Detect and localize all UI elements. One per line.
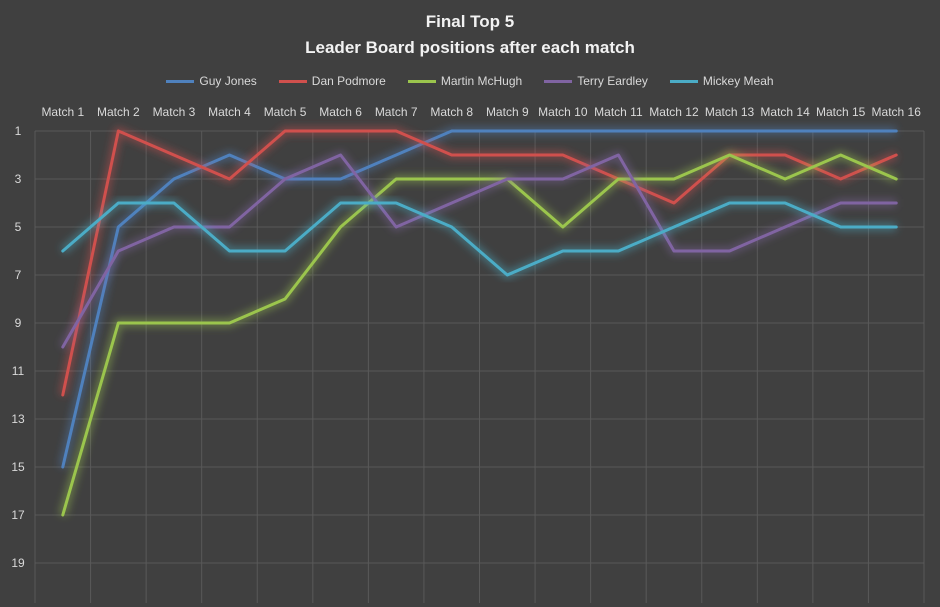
legend-swatch (669, 79, 698, 83)
x-tick-label: Match 6 (319, 105, 362, 119)
y-tick-label: 19 (11, 556, 25, 570)
y-tick-label: 13 (11, 412, 25, 426)
x-tick-label: Match 13 (705, 105, 755, 119)
x-tick-label: Match 14 (760, 105, 810, 119)
legend-swatch (407, 79, 436, 83)
legend-item: Dan Podmore (278, 74, 386, 88)
x-tick-label: Match 4 (208, 105, 251, 119)
y-tick-label: 11 (12, 364, 25, 378)
legend: Guy Jones Dan Podmore Martin McHugh Terry E… (0, 74, 940, 88)
x-tick-label: Match 12 (649, 105, 699, 119)
legend-item: Guy Jones (166, 74, 257, 88)
legend-swatch (166, 79, 195, 83)
x-tick-label: Match 11 (594, 105, 643, 119)
legend-label: Martin McHugh (440, 74, 523, 88)
y-tick-label: 17 (11, 508, 25, 522)
legend-label: Guy Jones (199, 74, 257, 88)
series-line-mickey-meah (61, 201, 898, 277)
x-tick-label: Match 3 (153, 105, 196, 119)
series-line-dan-podmore (61, 129, 898, 397)
x-tick-label: Match 10 (538, 105, 588, 119)
legend-swatch (544, 79, 573, 83)
x-tick-label: Match 2 (97, 105, 140, 119)
legend-label: Terry Eardley (577, 74, 648, 88)
y-tick-label: 9 (15, 316, 22, 330)
x-tick-label: Match 8 (430, 105, 473, 119)
y-tick-label: 3 (15, 172, 22, 186)
x-tick-label: Match 1 (41, 105, 84, 119)
y-tick-label: 5 (15, 220, 22, 234)
legend-label: Dan Podmore (311, 74, 386, 88)
legend-item: Mickey Meah (669, 74, 774, 88)
legend-item: Terry Eardley (544, 74, 648, 88)
chart-subtitle: Leader Board positions after each match (305, 38, 635, 57)
x-tick-label: Match 5 (264, 105, 307, 119)
y-tick-label: 1 (15, 124, 22, 138)
legend-swatch (278, 79, 307, 83)
legend-label: Mickey Meah (702, 74, 774, 88)
x-tick-label: Match 9 (486, 105, 529, 119)
series-line-martin-mchugh (61, 153, 898, 517)
x-tick-label: Match 15 (816, 105, 866, 119)
y-tick-label: 7 (15, 268, 22, 282)
x-tick-label: Match 7 (375, 105, 418, 119)
legend-item: Martin McHugh (407, 74, 523, 88)
y-tick-label: 15 (11, 460, 25, 474)
chart-title: Final Top 5 (425, 12, 515, 31)
x-tick-label: Match 16 (872, 105, 922, 119)
